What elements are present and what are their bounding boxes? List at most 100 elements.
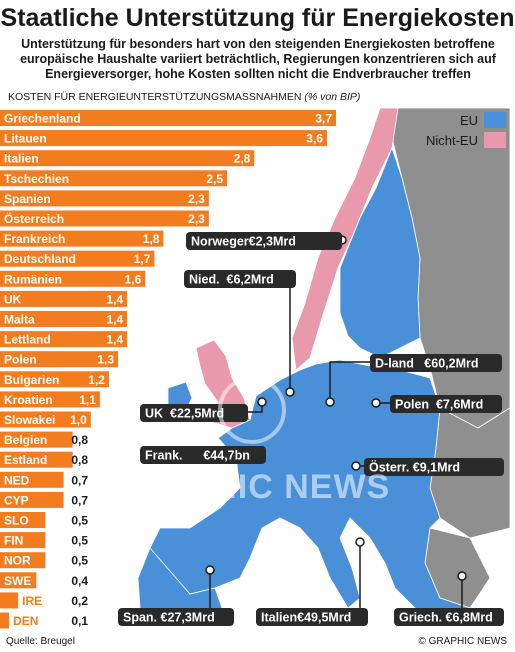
source-note: Quelle: Breugel bbox=[6, 636, 75, 647]
chart-heading: KOSTEN FÜR ENERGIEUNTERSTÜTZUNGSMASSNAHM… bbox=[8, 91, 508, 103]
callout-dot bbox=[205, 565, 215, 575]
value-label: 2,3 bbox=[188, 212, 205, 226]
category-label: Kroatien bbox=[4, 393, 53, 407]
value-label: 2,8 bbox=[234, 152, 251, 166]
value-label: 3,6 bbox=[306, 132, 323, 146]
bar bbox=[0, 230, 164, 247]
chart-svg: Griechenland 3,7 Litauen 3,6 Italien 2,8 Tsche… bbox=[0, 108, 510, 630]
callout-dot bbox=[257, 397, 267, 407]
bar bbox=[0, 572, 37, 589]
value-label: 3,7 bbox=[315, 112, 332, 126]
bar bbox=[0, 512, 46, 528]
category-label: Rumänien bbox=[4, 272, 62, 286]
category-label: Frankreich bbox=[4, 232, 65, 246]
category-label: Bulgarien bbox=[4, 373, 59, 387]
category-label: Belgien bbox=[4, 433, 47, 447]
category-label: NOR bbox=[4, 554, 31, 568]
bar bbox=[0, 331, 128, 348]
value-label: 1,3 bbox=[97, 353, 114, 367]
bar bbox=[0, 411, 91, 428]
callout-box-oesterreich bbox=[364, 458, 504, 476]
value-label: 1,0 bbox=[70, 413, 87, 427]
bar bbox=[0, 270, 146, 287]
callout-labels: Norweger€2,3Mrd Nied. €6,2Mrd D-land €60,2… bbox=[118, 232, 504, 626]
bar bbox=[0, 451, 73, 468]
callout-text-uk: UK €22,5Mrd bbox=[145, 407, 224, 421]
page-subtitle: Unterstützung für besonders hart von den… bbox=[20, 37, 496, 81]
callout-text-niederlande: Nied. €6,2Mrd bbox=[189, 273, 274, 287]
callout-text-frankreich: Frank. €44,7bn bbox=[145, 449, 250, 463]
callout-text-oesterreich: Österr. €9,1Mrd bbox=[369, 460, 460, 475]
callout-line bbox=[329, 361, 370, 402]
category-label: Polen bbox=[4, 353, 37, 367]
callout-box-niederlande bbox=[184, 270, 296, 288]
map-and-chart: Griechenland 3,7 Litauen 3,6 Italien 2,8 Tsche… bbox=[0, 108, 510, 630]
callout-box-deutschland bbox=[370, 354, 502, 372]
callout-dot bbox=[355, 537, 365, 547]
value-label: 2,5 bbox=[206, 172, 223, 186]
bar bbox=[0, 170, 228, 187]
callout-text-norwegen: Norweger€2,3Mrd bbox=[191, 235, 296, 249]
value-label: 1,6 bbox=[125, 272, 142, 286]
callout-text-polen: Polen €7,6Mrd bbox=[395, 398, 483, 412]
callout-box-spanien bbox=[118, 608, 234, 626]
page-title: Staatliche Unterstützung für Energiekost… bbox=[0, 4, 515, 32]
value-label: 1,1 bbox=[79, 393, 96, 407]
value-label: 2,3 bbox=[188, 192, 205, 206]
category-label: Italien bbox=[4, 152, 39, 166]
category-label: UK bbox=[4, 292, 22, 306]
legend-label: Nicht-EU bbox=[426, 133, 478, 148]
callout-dot bbox=[371, 398, 381, 408]
value-label: 0,8 bbox=[71, 433, 88, 447]
callout-box-griechenland bbox=[394, 608, 504, 626]
value-label: 1,4 bbox=[106, 313, 123, 327]
category-label: Slowakei bbox=[4, 413, 55, 427]
category-label: Lettland bbox=[4, 333, 51, 347]
category-label: SLO bbox=[4, 514, 29, 528]
value-label: 1,4 bbox=[106, 292, 123, 306]
category-label: SWE bbox=[4, 574, 31, 588]
category-label: Deutschland bbox=[4, 252, 76, 266]
value-label: 0,7 bbox=[71, 493, 88, 507]
credit: © GRAPHIC NEWS bbox=[418, 636, 508, 647]
callout-text-deutschland: D-land €60,2Mrd bbox=[375, 357, 479, 371]
value-label: 0,5 bbox=[71, 534, 88, 548]
category-label: Litauen bbox=[4, 132, 47, 146]
bar bbox=[0, 532, 46, 549]
category-label: FIN bbox=[4, 534, 23, 548]
bar bbox=[0, 552, 46, 569]
chart-heading-label: KOSTEN FÜR ENERGIEUNTERSTÜTZUNGSMASSNAHM… bbox=[8, 91, 302, 103]
value-label: 0,5 bbox=[71, 554, 88, 568]
legend-swatch bbox=[484, 112, 506, 128]
bar bbox=[0, 210, 209, 227]
value-label: 0,5 bbox=[71, 514, 88, 528]
category-label: Tschechien bbox=[4, 172, 69, 186]
legend-swatch bbox=[484, 132, 506, 148]
callout-dot bbox=[457, 571, 467, 581]
bar bbox=[0, 290, 128, 307]
category-label: DEN bbox=[13, 614, 38, 628]
bar bbox=[0, 150, 255, 167]
bar bbox=[0, 471, 64, 488]
category-label: IRE bbox=[22, 594, 42, 608]
callout-dot bbox=[325, 397, 335, 407]
category-label: CYP bbox=[4, 493, 29, 507]
category-label: Spanien bbox=[4, 192, 51, 206]
callout-text-griechenland: Griech. €6,8Mrd bbox=[399, 611, 493, 625]
category-label: Griechenland bbox=[4, 112, 81, 126]
value-label: 1,2 bbox=[88, 373, 105, 387]
bar bbox=[0, 110, 336, 126]
mainland-eu-land bbox=[149, 359, 471, 621]
callout-text-spanien: Span. €27,3Mrd bbox=[123, 611, 215, 625]
callout-box-norwegen bbox=[186, 232, 342, 250]
bar-series: Griechenland 3,7 Litauen 3,6 Italien 2,8 Tsche… bbox=[0, 110, 336, 629]
bar bbox=[0, 391, 100, 408]
category-label: Österreich bbox=[4, 211, 64, 226]
bar bbox=[0, 592, 19, 609]
callout-text-italien: Italien€49,5Mrd bbox=[261, 611, 351, 625]
value-label: 0,2 bbox=[71, 594, 88, 608]
bar bbox=[0, 371, 109, 388]
scandinavia-eu-land bbox=[339, 146, 421, 359]
bar bbox=[0, 130, 327, 147]
bar bbox=[0, 491, 64, 508]
